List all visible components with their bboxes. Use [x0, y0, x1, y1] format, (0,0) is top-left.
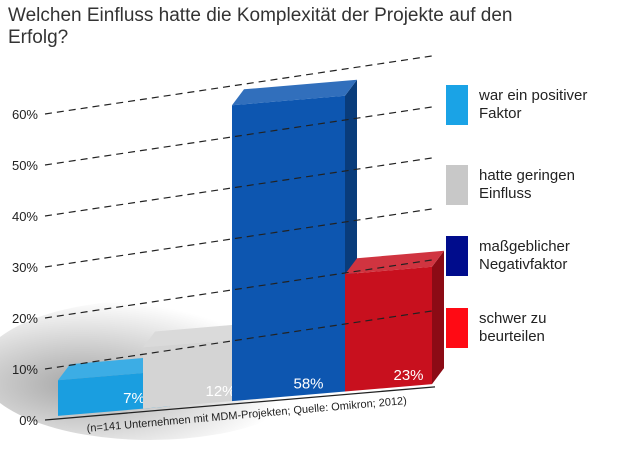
gridline [44, 207, 436, 268]
legend-label: Einfluss [479, 185, 532, 202]
y-tick-label: 20% [12, 311, 38, 326]
legend-label: Faktor [479, 105, 522, 122]
chart-title: Welchen Einfluss hatte die Komplexität d… [8, 5, 513, 48]
y-tick-label: 50% [12, 158, 38, 173]
bar-3: 23% [345, 250, 444, 392]
axis-baseline [44, 386, 436, 421]
gridline [44, 309, 436, 370]
y-tick-label: 10% [12, 362, 38, 377]
legend-swatch [446, 236, 468, 276]
bar-top [232, 79, 357, 106]
legend-swatch [446, 165, 468, 205]
legend-swatch [446, 308, 468, 348]
gridline [44, 156, 436, 217]
legend-label: schwer zu [479, 310, 547, 327]
legend-label: maßgeblicher [479, 238, 570, 255]
bar-front [143, 337, 258, 409]
bar-value-label: 12% [205, 383, 235, 400]
y-tick-label: 60% [12, 107, 38, 122]
bar-front [58, 370, 170, 416]
y-tick-label: 40% [12, 209, 38, 224]
bar-top [345, 250, 444, 275]
bar-value-label: 23% [393, 367, 423, 384]
bar-front [345, 266, 432, 392]
bar-front [232, 95, 345, 402]
legend-label: war ein positiver [479, 87, 588, 104]
bar-value-label: 58% [293, 375, 323, 392]
gridline [44, 54, 436, 115]
gridline [44, 258, 436, 319]
legend-label: beurteilen [479, 328, 545, 345]
bar-value-label: 7% [123, 390, 145, 407]
gridline [44, 105, 436, 166]
legend-label: hatte geringen [479, 167, 575, 184]
y-tick-label: 30% [12, 260, 38, 275]
legend-swatch [446, 85, 468, 125]
legend-label: Negativfaktor [479, 256, 568, 273]
y-tick-label: 0% [19, 413, 38, 428]
bar-side [432, 250, 444, 385]
